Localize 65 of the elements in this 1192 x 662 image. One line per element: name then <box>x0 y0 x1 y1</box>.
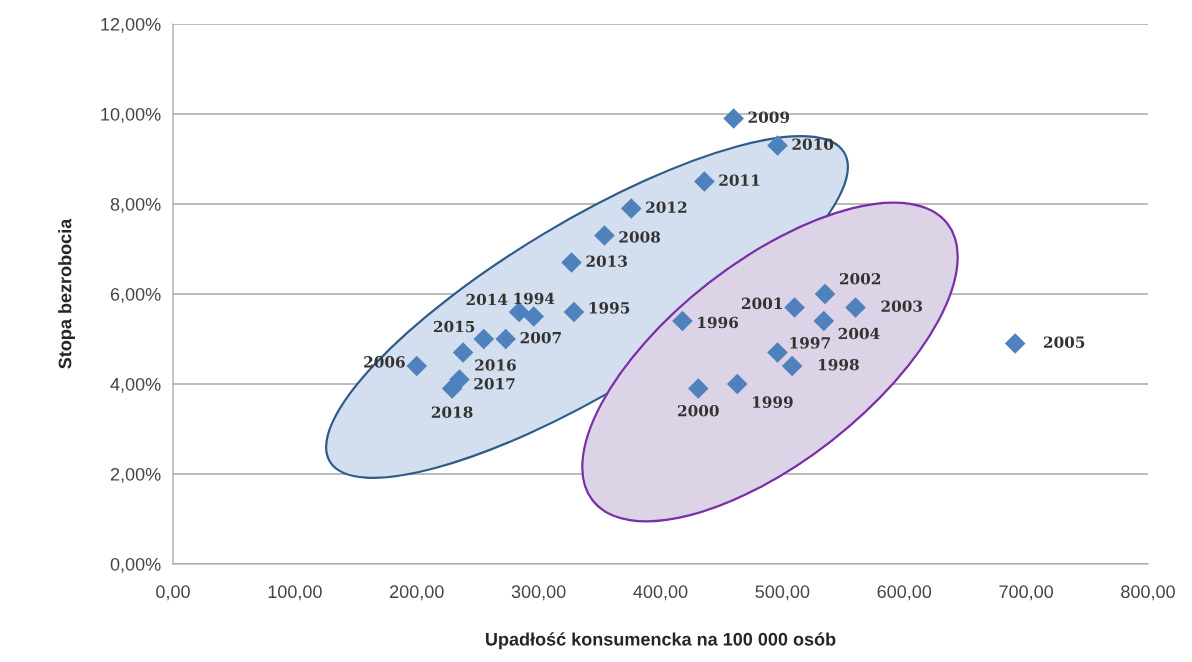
point <box>495 328 517 350</box>
annotation: 2009 <box>748 111 790 123</box>
annotation: 1998 <box>818 358 859 371</box>
annotation: 1995 <box>589 302 630 314</box>
annotation: 2003 <box>881 300 923 312</box>
annotation: 2014 <box>466 293 508 306</box>
x-tick-label: 500,00 <box>755 585 810 601</box>
annotation: 2001 <box>741 297 782 310</box>
y-tick-label: 12,00% <box>101 17 161 33</box>
annotation: 2012 <box>646 201 687 213</box>
x-tick-label: 400,00 <box>633 585 688 601</box>
point <box>784 297 805 318</box>
annotation: 2016 <box>475 359 516 371</box>
x-tick-label: 100,00 <box>268 585 322 601</box>
point <box>687 378 709 399</box>
point <box>620 198 642 219</box>
point <box>561 252 582 273</box>
point <box>452 342 474 363</box>
point <box>723 108 744 129</box>
point <box>563 301 585 323</box>
point <box>406 355 428 377</box>
annotation: 2013 <box>586 255 627 267</box>
point <box>814 283 836 305</box>
x-axis-title: Upadłość konsumencka na 100 000 osób <box>485 632 836 650</box>
point <box>845 297 866 318</box>
x-tick-label: 800,00 <box>1121 585 1175 601</box>
point <box>767 342 788 363</box>
point <box>1004 333 1026 354</box>
annotation: 2002 <box>839 272 881 285</box>
y-tick-label: 10,00% <box>101 107 161 123</box>
annotation: 2010 <box>792 138 834 150</box>
annotation: 1994 <box>514 292 555 305</box>
annotation: 1999 <box>753 396 793 408</box>
annotation: 2008 <box>619 231 661 243</box>
y-tick-label: 2,00% <box>110 467 161 483</box>
x-tick-label: 700,00 <box>999 585 1054 601</box>
annotation: 2004 <box>838 327 880 340</box>
point <box>594 225 615 246</box>
annotation: 2005 <box>1043 336 1085 348</box>
annotation: 2007 <box>520 331 561 344</box>
point <box>441 378 463 399</box>
y-tick-label: 4,00% <box>110 377 161 393</box>
x-tick-label: 600,00 <box>877 585 932 601</box>
point <box>781 355 803 377</box>
y-tick-label: 8,00% <box>110 197 161 213</box>
annotation: 1997 <box>790 337 830 349</box>
point <box>694 171 715 192</box>
point <box>523 306 545 327</box>
y-tick-label: 0,00% <box>110 557 161 573</box>
point <box>767 135 788 156</box>
x-tick-label: 0,00 <box>156 585 190 601</box>
x-tick-label: 200,00 <box>390 585 444 601</box>
y-axis-title: Stopa bezrobocia <box>58 218 75 369</box>
annotation: 2018 <box>431 406 473 418</box>
x-tick-label: 300,00 <box>511 585 566 601</box>
annotation: 2017 <box>474 377 515 390</box>
point <box>473 328 495 350</box>
annotation: 2000 <box>678 404 719 417</box>
point <box>726 373 748 395</box>
point <box>813 310 835 332</box>
y-tick-label: 6,00% <box>110 287 161 303</box>
annotation: 1996 <box>698 316 739 329</box>
point <box>672 310 693 332</box>
annotation: 2015 <box>433 320 475 333</box>
annotation: 2011 <box>719 174 760 186</box>
